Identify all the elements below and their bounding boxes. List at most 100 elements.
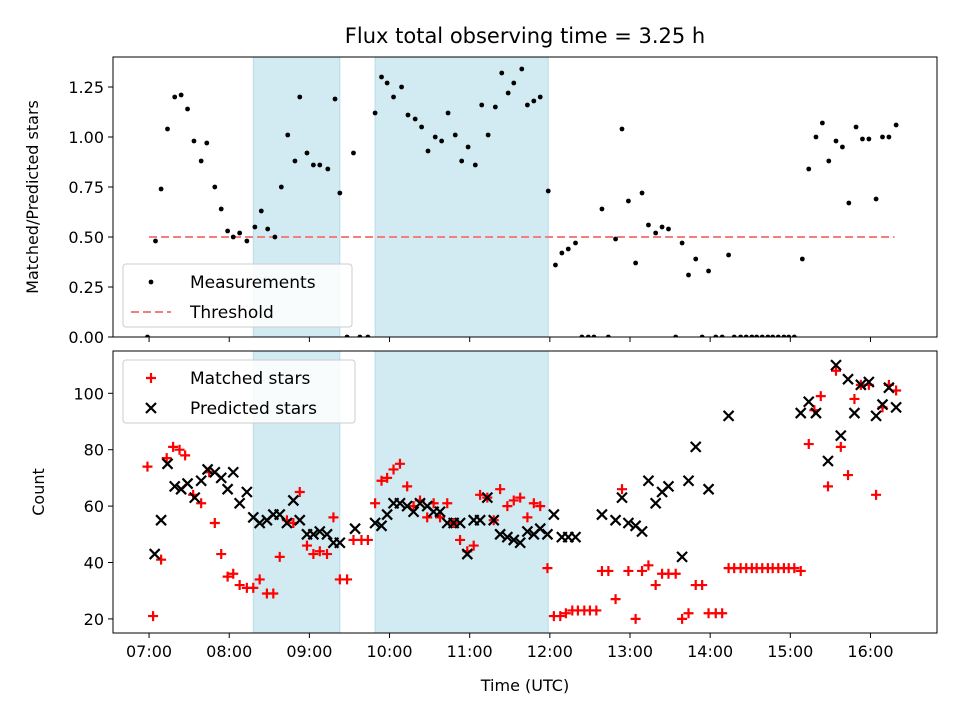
matched-star-point	[268, 588, 279, 599]
predicted-star-point	[622, 517, 635, 529]
matched-star-point	[683, 608, 694, 619]
matched-star-point	[697, 580, 708, 591]
predicted-star-point	[642, 474, 655, 487]
legend-label: Matched stars	[190, 369, 310, 389]
predicted-star-point	[227, 466, 240, 479]
matched-star-point	[643, 560, 654, 571]
measurement-point	[819, 120, 825, 126]
predicted-star-point	[454, 517, 466, 529]
measurement-point	[165, 126, 170, 132]
matched-star-point	[370, 498, 381, 509]
measurement-point	[799, 256, 805, 262]
matched-star-point	[822, 481, 833, 492]
measurement-point	[860, 136, 865, 142]
measurement-point	[185, 106, 190, 112]
predicted-star-point	[569, 531, 582, 543]
measurement-point	[252, 224, 258, 230]
predicted-star-point	[481, 491, 494, 504]
predicted-star-point	[434, 505, 446, 518]
legend: Matched stars Predicted stars	[122, 359, 356, 424]
matched-star-point	[795, 565, 806, 576]
predicted-star-point	[461, 548, 474, 560]
measurement-point	[619, 126, 625, 132]
matched-star-point	[394, 458, 405, 469]
matched-star-point	[495, 484, 506, 495]
predicted-star-point	[890, 401, 902, 414]
predicted-star-point	[233, 497, 246, 510]
matched-star-point	[508, 495, 519, 506]
measurement-point	[272, 234, 278, 240]
matched-star-point	[610, 594, 621, 605]
predicted-star-point	[541, 528, 554, 541]
measurement-point	[285, 132, 291, 138]
matched-star-point	[148, 611, 159, 622]
measurement-point	[344, 334, 350, 337]
matched-star-point	[535, 501, 546, 512]
matched-star-point	[228, 568, 239, 579]
x-tick-label: 14:00	[687, 642, 733, 661]
matched-star-point	[222, 571, 233, 582]
legend-box	[122, 359, 356, 424]
matched-star-point	[196, 498, 207, 509]
matched-star-point	[442, 498, 453, 509]
matched-star-point	[637, 565, 648, 576]
matched-star-point	[254, 574, 265, 585]
predicted-star-point	[883, 381, 895, 394]
predicted-star-point	[474, 514, 486, 526]
measurement-point	[258, 208, 264, 214]
measurement-point	[713, 334, 719, 337]
matched-star-point	[376, 475, 387, 486]
measurement-point	[633, 260, 639, 266]
measurement-point	[212, 184, 218, 190]
predicted-star-point	[293, 514, 306, 526]
axes-frame	[112, 350, 938, 634]
measurement-point	[585, 334, 591, 337]
axes-frame	[112, 56, 938, 338]
measurement-point	[297, 94, 303, 100]
matched-star-point	[362, 534, 373, 545]
measurement-point	[537, 94, 543, 100]
measurement-point	[833, 138, 839, 144]
predicted-star-point	[876, 398, 889, 411]
measurement-point	[332, 96, 338, 102]
predicted-star-point	[281, 517, 293, 529]
legend-box	[122, 263, 353, 328]
measurement-point	[419, 124, 424, 130]
y-tick-label: 0.75	[68, 178, 104, 197]
matched-star-point	[468, 540, 479, 551]
measurement-point	[158, 186, 164, 192]
matched-star-point	[234, 580, 245, 591]
x-tick-label: 12:00	[527, 642, 573, 661]
measurement-point	[372, 110, 378, 116]
predicted-star-point	[534, 522, 547, 535]
matched-star-point	[435, 512, 446, 523]
matched-star-point	[831, 365, 842, 376]
measurement-point	[686, 272, 691, 278]
y-tick-label: 0.25	[68, 278, 104, 297]
predicted-star-point	[521, 525, 534, 538]
predicted-star-point	[381, 508, 393, 521]
x-tick-label: 11:00	[447, 642, 493, 661]
measurement-point	[459, 158, 465, 164]
measurement-point	[653, 230, 659, 236]
predicted-star-point	[649, 497, 662, 510]
legend-label: Predicted stars	[190, 399, 317, 419]
measurement-point	[172, 94, 178, 100]
measurement-point	[866, 136, 872, 142]
matched-star-point	[168, 441, 179, 452]
predicted-star-point	[287, 494, 300, 507]
measurement-point	[479, 102, 485, 108]
matched-star-point	[142, 461, 153, 472]
measurement-point	[465, 144, 471, 150]
measurement-point	[292, 158, 298, 164]
measurement-point	[706, 268, 711, 274]
y-tick-label: 60	[84, 497, 104, 516]
matched-star-point	[630, 613, 641, 624]
measurement-point	[579, 334, 585, 337]
measurement-point	[770, 334, 776, 337]
predicted-star-point	[636, 525, 648, 538]
measurement-point	[230, 234, 236, 240]
predicted-star-point	[414, 497, 426, 510]
predicted-star-point	[722, 410, 735, 422]
predicted-star-point	[676, 551, 688, 563]
